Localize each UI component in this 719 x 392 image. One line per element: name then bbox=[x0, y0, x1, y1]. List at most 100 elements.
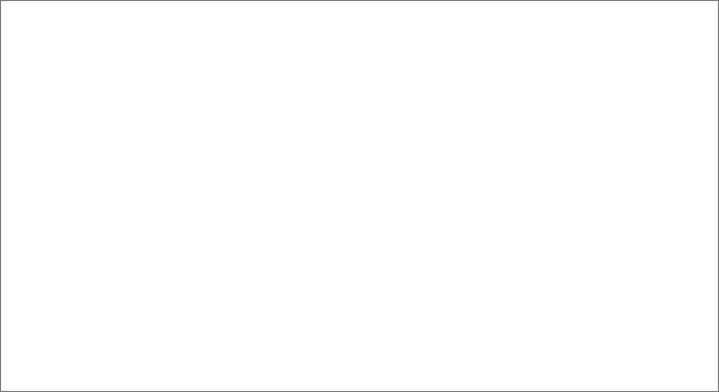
Text: 30: 30 bbox=[270, 166, 282, 175]
Text: 2017: 2017 bbox=[301, 310, 324, 318]
Text: 208,317: 208,317 bbox=[412, 46, 449, 55]
Text: 28: 28 bbox=[270, 136, 282, 145]
Text: menampilkan Total (Average,: menampilkan Total (Average, bbox=[10, 57, 204, 70]
Text: Tampilan: Tampilan bbox=[454, 6, 525, 20]
Bar bbox=[260, 0, 719, 26]
Text: ▼: ▼ bbox=[439, 279, 444, 285]
Text: 2017: 2017 bbox=[301, 91, 324, 100]
Bar bbox=[266, 118, 397, 133]
Text: 27: 27 bbox=[270, 121, 282, 130]
Text: ▼: ▼ bbox=[588, 279, 593, 285]
Text: Langkah: Langkah bbox=[96, 6, 163, 20]
Text: Thailand: Thailand bbox=[326, 91, 365, 100]
Bar bbox=[266, 306, 715, 322]
Bar bbox=[266, 58, 715, 73]
Text: ▼: ▼ bbox=[497, 107, 502, 114]
Text: Taiwan: Taiwan bbox=[326, 61, 357, 70]
Text: Thailand: Thailand bbox=[326, 76, 365, 85]
Text: sum dari kolom Jumlah.: sum dari kolom Jumlah. bbox=[10, 108, 167, 121]
Text: Tahun: Tahun bbox=[288, 278, 315, 287]
Text: 22: 22 bbox=[270, 294, 282, 303]
Text: pada baris terakhir untuk: pada baris terakhir untuk bbox=[60, 40, 235, 53]
Text: 24: 24 bbox=[270, 325, 282, 334]
Bar bbox=[0, 0, 260, 26]
Text: 264,278: 264,278 bbox=[412, 310, 449, 318]
Text: Taiwan: Taiwan bbox=[326, 310, 357, 318]
Text: 124,153: 124,153 bbox=[412, 76, 449, 85]
Bar bbox=[266, 163, 397, 178]
Text: 2017: 2017 bbox=[301, 61, 324, 70]
Bar bbox=[395, 118, 495, 248]
Text: Jumlah: Jumlah bbox=[399, 278, 434, 287]
Text: 29: 29 bbox=[270, 151, 282, 160]
Text: 22: 22 bbox=[270, 46, 282, 55]
Text: ◢: ◢ bbox=[268, 31, 274, 40]
Bar bbox=[266, 290, 715, 306]
Text: Ka: Ka bbox=[486, 31, 498, 40]
Text: ◢: ◢ bbox=[268, 278, 274, 287]
Text: Total: Total bbox=[288, 106, 313, 115]
Text: 31: 31 bbox=[270, 181, 282, 190]
Text: Kawasan: Kawasan bbox=[478, 278, 518, 287]
Text: Asia Tenggara: Asia Tenggara bbox=[478, 325, 541, 334]
Text: 23: 23 bbox=[270, 61, 282, 70]
Text: kolom. Sebagai contoh, hitung: kolom. Sebagai contoh, hitung bbox=[10, 91, 214, 104]
Text: 2018: 2018 bbox=[301, 46, 324, 55]
Text: 138,235: 138,235 bbox=[412, 341, 449, 350]
Bar bbox=[266, 178, 397, 193]
Text: 32: 32 bbox=[270, 196, 282, 205]
Bar bbox=[266, 73, 715, 88]
Text: Count, Max, Min, Sum) dari suatu: Count, Max, Min, Sum) dari suatu bbox=[10, 74, 232, 87]
Text: Tahun: Tahun bbox=[288, 31, 315, 40]
Text: Jumlah: Jumlah bbox=[399, 31, 434, 40]
Text: Count: Count bbox=[399, 146, 426, 155]
Text: Thailand: Thailand bbox=[326, 325, 365, 334]
Text: As: As bbox=[486, 61, 497, 70]
Text: 124,153: 124,153 bbox=[412, 325, 449, 334]
Bar bbox=[397, 28, 483, 43]
Text: 26: 26 bbox=[270, 106, 283, 115]
Text: More Functions...: More Functions... bbox=[399, 237, 476, 246]
Text: Min: Min bbox=[399, 185, 415, 194]
Bar bbox=[266, 103, 715, 118]
Bar bbox=[266, 354, 715, 370]
Text: Sum: Sum bbox=[399, 198, 419, 207]
Text: Negara: Negara bbox=[326, 278, 359, 287]
Text: Taiwan: Taiwan bbox=[326, 46, 357, 55]
Text: ▼: ▼ bbox=[316, 33, 321, 38]
Text: 13,865,920: 13,865,920 bbox=[393, 358, 449, 367]
Text: As: As bbox=[486, 46, 497, 55]
Bar bbox=[397, 322, 490, 338]
Text: As: As bbox=[486, 91, 497, 100]
Text: ▼: ▼ bbox=[316, 279, 321, 285]
Text: Average: Average bbox=[399, 133, 436, 142]
Text: 2018: 2018 bbox=[301, 294, 324, 303]
Text: Asia Timur: Asia Timur bbox=[478, 294, 526, 303]
Text: 138,235: 138,235 bbox=[412, 91, 449, 100]
Text: Klik: Klik bbox=[10, 40, 38, 53]
Bar bbox=[266, 274, 715, 290]
Text: 264,278: 264,278 bbox=[412, 61, 449, 70]
Text: 25: 25 bbox=[270, 91, 282, 100]
Bar bbox=[397, 103, 506, 118]
Text: ▲1: ▲1 bbox=[390, 33, 400, 38]
Bar bbox=[266, 208, 397, 223]
Text: cell: cell bbox=[38, 40, 60, 53]
Text: StdDev: StdDev bbox=[399, 211, 432, 220]
Text: None: None bbox=[399, 120, 423, 129]
Text: 2018: 2018 bbox=[301, 325, 324, 334]
Text: 26: 26 bbox=[270, 358, 283, 367]
Text: 2017: 2017 bbox=[301, 341, 324, 350]
Text: Max: Max bbox=[399, 172, 418, 181]
Text: Asia Timur: Asia Timur bbox=[478, 310, 526, 318]
Text: Negara: Negara bbox=[326, 31, 359, 40]
Text: As: As bbox=[486, 76, 497, 85]
Bar bbox=[266, 148, 397, 163]
Text: 24: 24 bbox=[270, 76, 282, 85]
Text: 25: 25 bbox=[270, 341, 282, 350]
Bar bbox=[266, 338, 715, 354]
Text: ▲1: ▲1 bbox=[390, 279, 400, 285]
Text: Count Numbers: Count Numbers bbox=[399, 159, 470, 168]
Text: ▼: ▼ bbox=[439, 33, 444, 38]
Text: Thailand: Thailand bbox=[326, 341, 365, 350]
